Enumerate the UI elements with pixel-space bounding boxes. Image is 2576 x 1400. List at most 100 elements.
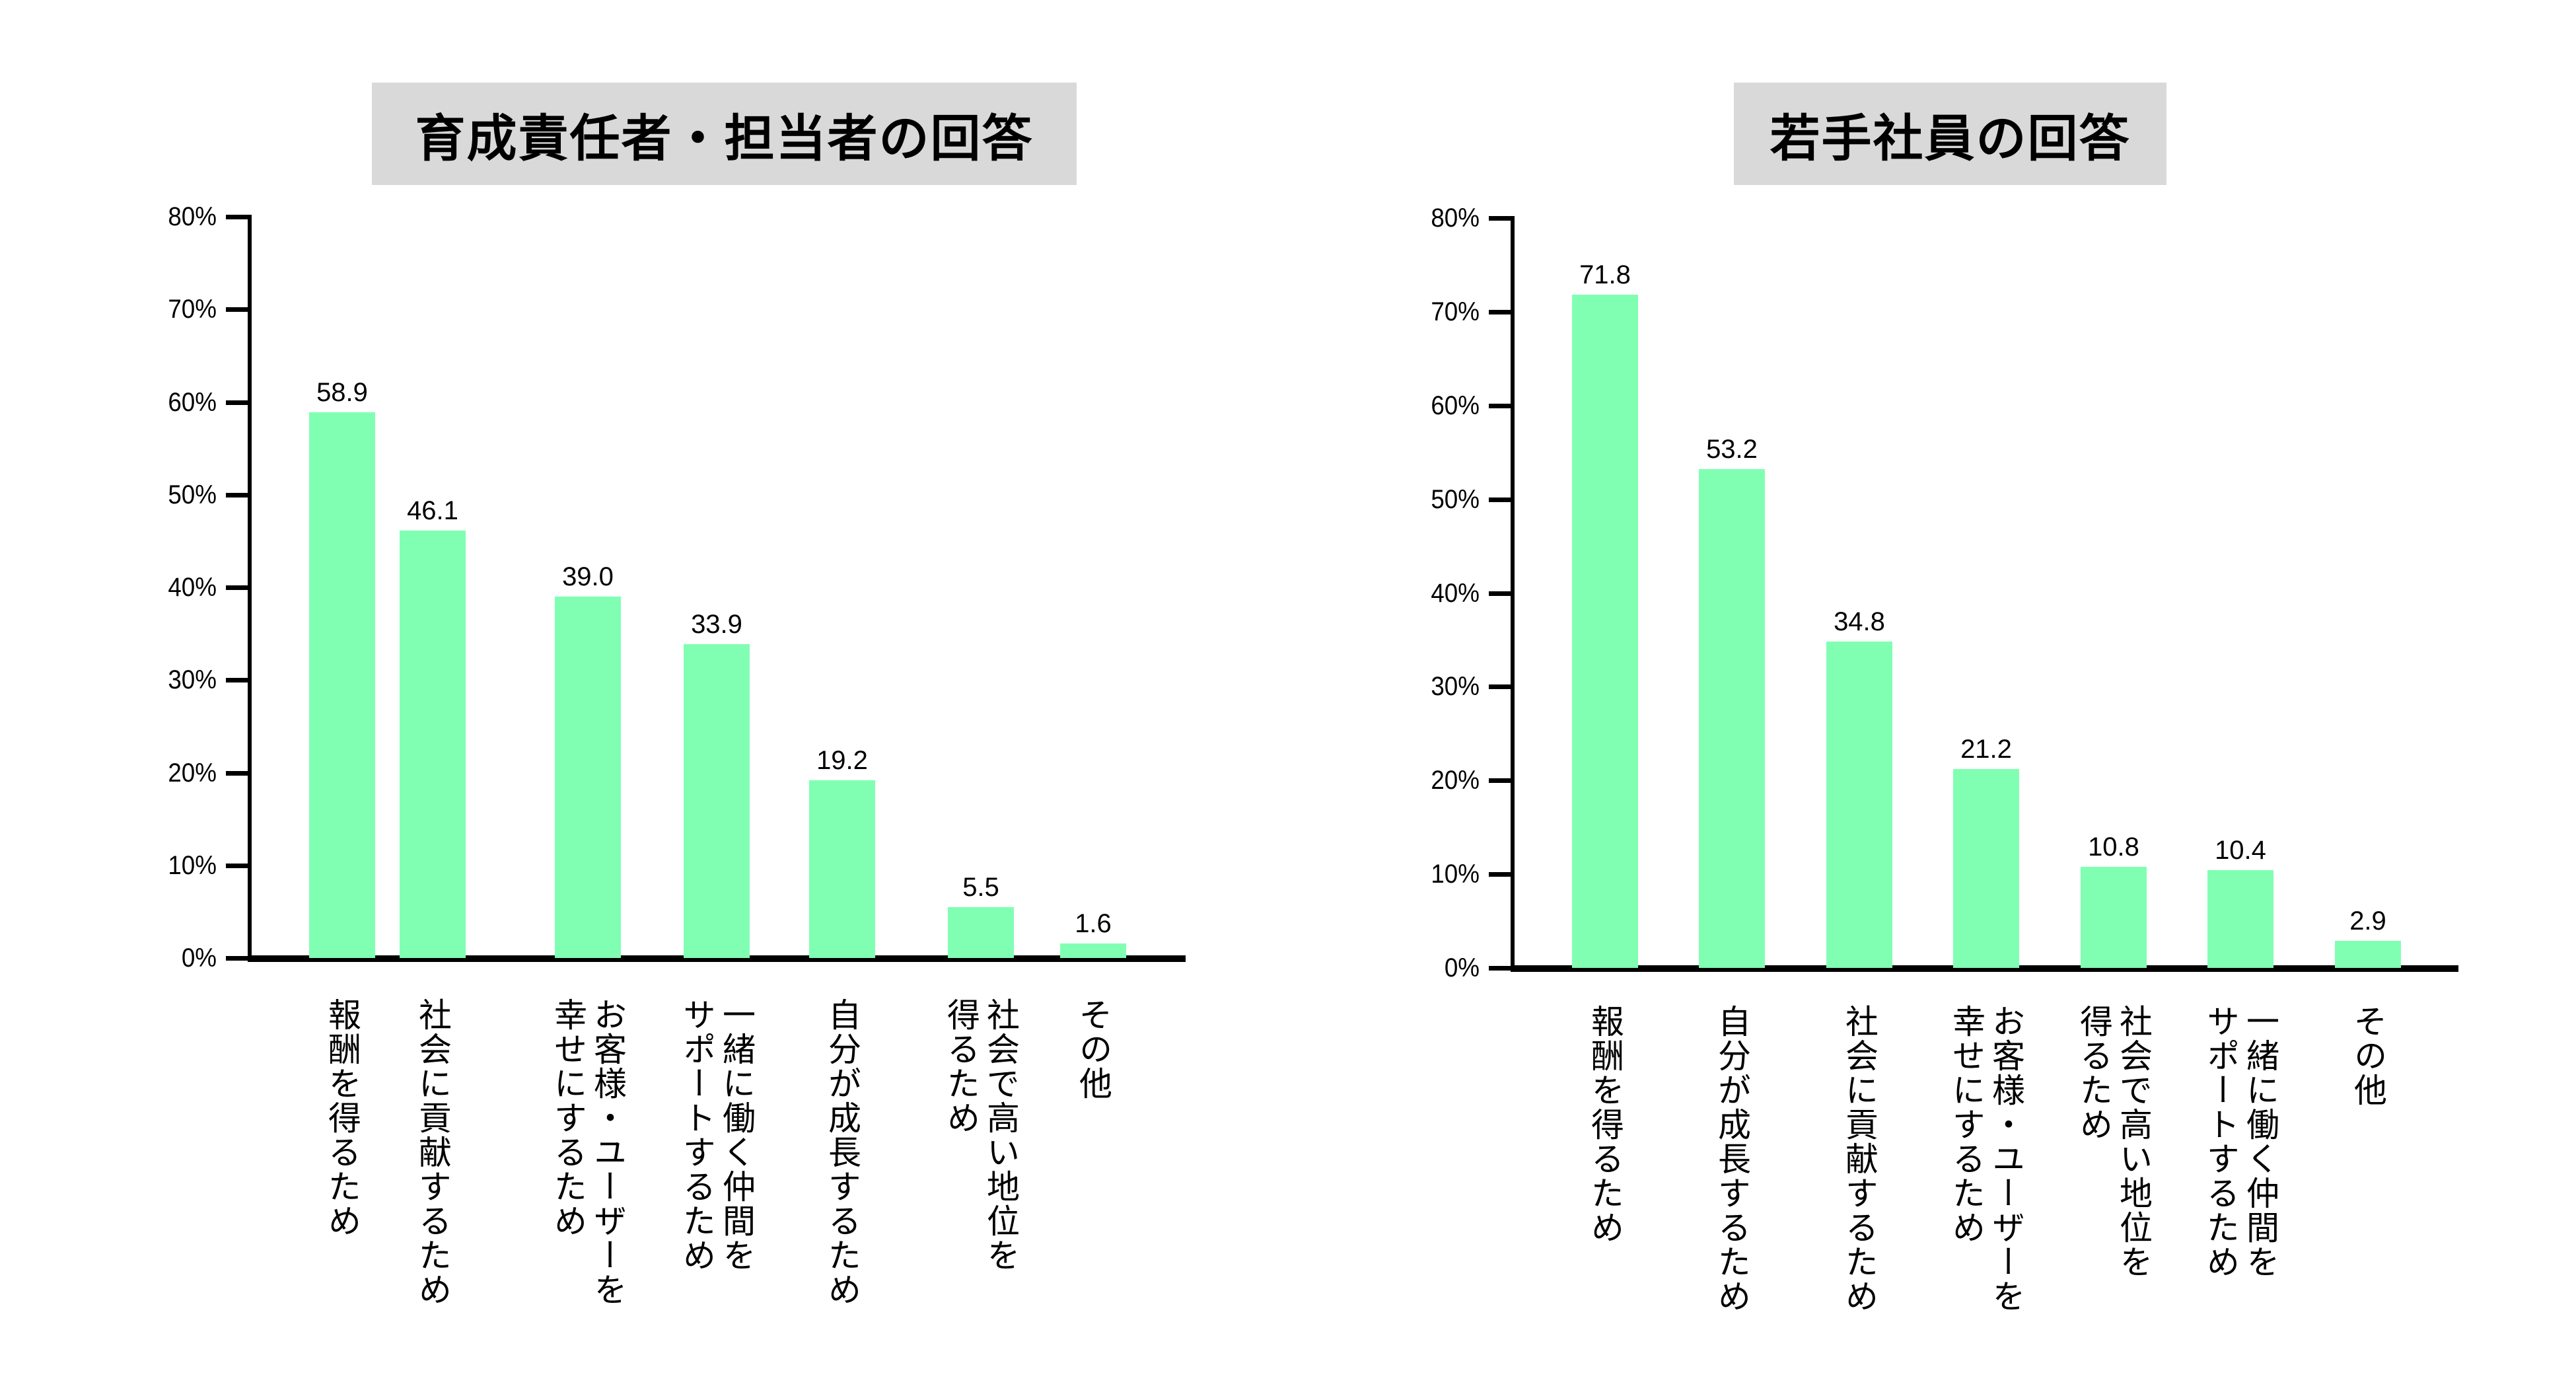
x-category-label: 一緒に働く仲間を サポートするため — [664, 998, 769, 1272]
y-tick-label: 70% — [1431, 297, 1480, 326]
data-label: 5.5 — [962, 872, 999, 902]
bar — [2207, 870, 2273, 968]
x-category-label: 社会で高い地位を 得るため — [2061, 1004, 2166, 1279]
y-tick — [1489, 403, 1513, 408]
x-axis — [248, 955, 1186, 962]
x-category-label-line: 報酬を得るため — [323, 998, 361, 1238]
y-tick-label: 80% — [168, 202, 217, 231]
y-tick — [226, 307, 250, 313]
y-tick — [1489, 309, 1513, 314]
data-label: 46.1 — [407, 496, 458, 526]
data-label: 53.2 — [1706, 435, 1758, 464]
chart-title: 育成責任者・担当者の回答 — [372, 83, 1077, 185]
bar — [1826, 642, 1892, 968]
data-label: 34.8 — [1834, 607, 1885, 637]
data-label: 2.9 — [2349, 906, 2386, 936]
y-tick — [226, 400, 250, 405]
x-category-label-line: 社会で高い地位を — [2114, 1004, 2153, 1279]
x-category-label-line: その他 — [1074, 998, 1112, 1101]
x-category-label-line: 自分が成長するため — [823, 998, 861, 1307]
data-label: 10.8 — [2088, 832, 2139, 862]
y-tick-label: 20% — [168, 758, 217, 788]
x-category-label: 報酬を得るため — [1552, 1004, 1658, 1245]
x-category-label-line: 幸せにするため — [549, 998, 587, 1238]
x-category-label-line: 社会に貢献するため — [413, 998, 452, 1307]
y-tick-label: 80% — [1431, 203, 1480, 233]
y-tick-label: 0% — [1444, 953, 1480, 982]
y-tick-label: 40% — [168, 573, 217, 602]
bar — [2335, 940, 2401, 968]
x-category-label-line: 一緒に働く仲間を — [2241, 1004, 2279, 1279]
y-tick — [1489, 872, 1513, 877]
data-label: 33.9 — [691, 609, 742, 639]
y-tick — [226, 863, 250, 868]
data-label: 10.4 — [2215, 836, 2266, 866]
x-category-label-line: 得るため — [2075, 1004, 2113, 1142]
bar — [309, 412, 375, 958]
y-tick-label: 20% — [1431, 766, 1480, 795]
x-category-label-line: 幸せにするため — [1947, 1004, 1986, 1245]
chart-left: 育成責任者・担当者の回答 0% 10% 20% 30% 40% 50% 60% 70% 80% … — [168, 83, 1186, 1307]
x-category-label: 社会に貢献するため — [1807, 1004, 1912, 1313]
x-category-label-line: 得るため — [942, 998, 980, 1135]
data-label: 19.2 — [816, 745, 868, 775]
bar — [1572, 295, 1638, 968]
x-category-label: その他 — [2315, 1004, 2421, 1107]
y-tick — [226, 678, 250, 683]
bar — [1699, 469, 1765, 968]
data-label: 39.0 — [562, 562, 614, 592]
x-category-label-line: お客様・ユーザーを — [589, 998, 627, 1307]
bar — [684, 644, 750, 958]
y-tick — [1489, 778, 1513, 784]
bar — [1060, 943, 1126, 958]
y-tick-label: 30% — [168, 665, 217, 695]
y-tick-label: 40% — [1431, 578, 1480, 608]
y-tick — [1489, 684, 1513, 690]
y-tick — [1489, 966, 1513, 971]
x-category-label: 社会で高い地位を 得るため — [928, 998, 1034, 1272]
y-axis — [248, 215, 252, 961]
y-tick — [226, 215, 250, 219]
bar — [2081, 866, 2147, 968]
x-category-label-line: 自分が成長するため — [1713, 1004, 1751, 1313]
y-tick — [226, 770, 250, 776]
bar — [809, 780, 875, 958]
y-tick-label: 60% — [168, 387, 217, 417]
y-tick-label: 30% — [1431, 672, 1480, 702]
x-category-label: 自分が成長するため — [789, 998, 895, 1307]
x-category-label: 一緒に働く仲間を サポートするため — [2188, 1004, 2293, 1279]
y-axis — [1511, 216, 1515, 971]
y-tick-label: 10% — [1431, 860, 1480, 889]
x-axis — [1511, 965, 2458, 972]
data-label: 58.9 — [316, 377, 368, 407]
data-label: 71.8 — [1579, 260, 1631, 290]
y-tick — [1489, 216, 1513, 221]
y-tick-label: 50% — [1431, 484, 1480, 514]
y-tick — [1489, 591, 1513, 596]
x-category-label-line: その他 — [2349, 1004, 2387, 1107]
y-tick-label: 0% — [181, 943, 217, 973]
data-label: 21.2 — [1960, 735, 2012, 764]
x-category-label-line: 一緒に働く仲間を — [717, 998, 756, 1272]
y-tick-label: 70% — [168, 295, 217, 324]
bar — [555, 597, 621, 958]
bar — [1953, 769, 2019, 968]
data-label: 1.6 — [1075, 908, 1112, 938]
x-category-label: 報酬を得るため — [289, 998, 395, 1238]
y-tick-label: 60% — [1431, 390, 1480, 420]
x-category-label-line: お客様・ユーザーを — [1987, 1004, 2025, 1313]
y-tick-label: 10% — [168, 850, 217, 880]
y-tick — [1489, 497, 1513, 502]
y-tick — [226, 956, 250, 961]
x-category-label: お客様・ユーザーを 幸せにするため — [535, 998, 641, 1307]
x-category-label: お客様・ユーザーを 幸せにするため — [1933, 1004, 2039, 1313]
x-category-label-line: サポートするため — [2201, 1004, 2240, 1279]
chart-title: 若手社員の回答 — [1734, 83, 2166, 185]
bar — [948, 906, 1014, 958]
y-tick-label: 50% — [168, 480, 217, 509]
bar — [400, 531, 466, 958]
x-category-label: 自分が成長するため — [1679, 1004, 1785, 1313]
x-category-label-line: 社会に貢献するため — [1840, 1004, 1878, 1313]
x-category-label-line: 社会で高い地位を — [982, 998, 1020, 1272]
